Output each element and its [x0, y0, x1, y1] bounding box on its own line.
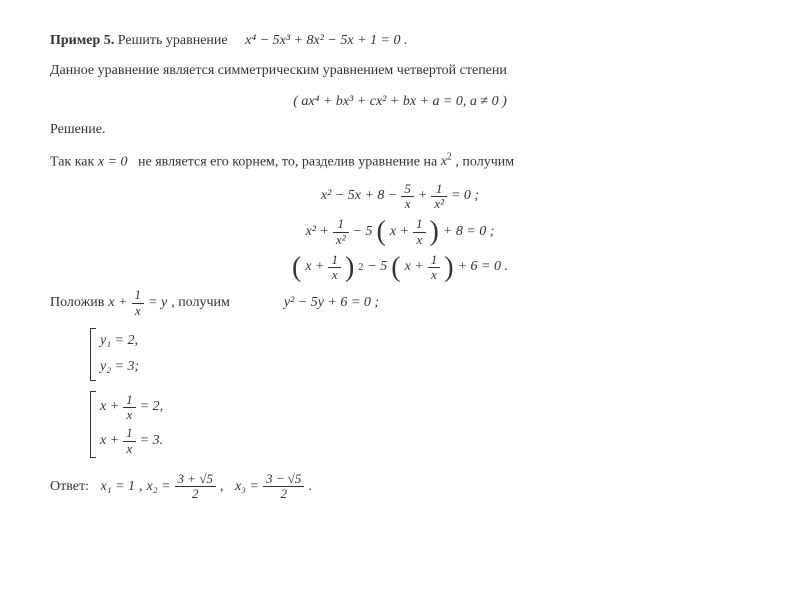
since-line: Так как x = 0 не является его корнем, то… — [50, 150, 750, 174]
system-row: y₁ = 2, — [100, 328, 139, 354]
eq1-frac2: 1 x² — [431, 182, 447, 212]
sep: , — [139, 476, 143, 498]
s2-frac2: 1 x — [123, 426, 136, 456]
rparen-icon: ) — [430, 218, 439, 246]
ans-x2-frac: 3 + √5 2 — [175, 472, 216, 502]
eq3-mid: − 5 — [367, 256, 387, 278]
ans-x3-frac: 3 − √5 2 — [263, 472, 304, 502]
put-eq-post: = y — [148, 292, 167, 314]
eq2-pre: x² + — [306, 221, 329, 243]
since-text-2: не является его корнем, то, разделив ура… — [138, 154, 437, 169]
equation-1: x² − 5x + 8 − 5 x + 1 x² = 0 ; — [50, 182, 750, 212]
ans-end: . — [308, 476, 312, 498]
ans-x2-pre: x₂ = — [147, 476, 171, 498]
eq3-post: + 6 = 0 . — [458, 256, 508, 278]
eq2-post: + 8 = 0 ; — [443, 221, 495, 243]
bracket-icon — [90, 391, 96, 458]
s2-frac1: 1 x — [123, 393, 136, 423]
system-1: y₁ = 2, y₂ = 3; — [90, 328, 750, 381]
system-row: x + 1 x = 3. — [100, 424, 163, 458]
solution-label: Решение. — [50, 119, 750, 141]
eq2-frac1: 1 x² — [333, 217, 349, 247]
eq1-pre: x² − 5x + 8 − — [321, 185, 397, 207]
description: Данное уравнение является симметрическим… — [50, 60, 750, 82]
eq1-post: = 0 ; — [451, 185, 479, 207]
ans-x1: x₁ = 1 — [100, 476, 135, 498]
eq2-inner-pre: x + — [390, 221, 409, 243]
put-eq-pre: x + — [108, 292, 127, 314]
answer-label: Ответ: — [50, 476, 89, 498]
equation-3: ( x + 1 x ) 2 − 5 ( x + 1 x ) + 6 = 0 . — [50, 253, 750, 283]
put-frac: 1 x — [132, 288, 145, 318]
sep: , — [220, 476, 224, 498]
system-1-content: y₁ = 2, y₂ = 3; — [100, 328, 139, 381]
eq3-frac1: 1 x — [328, 253, 341, 283]
eq2-mid: − 5 — [353, 221, 373, 243]
system-2-content: x + 1 x = 2, x + 1 x = 3. — [100, 391, 163, 458]
main-equation: x⁴ − 5x³ + 8x² − 5x + 1 = 0 . — [245, 33, 407, 48]
put-after: , получим — [171, 292, 230, 314]
eq2-inner-frac: 1 x — [413, 217, 426, 247]
substitution-line: Положив x + 1 x = y , получим y² − 5y + … — [50, 288, 750, 318]
answer-line: Ответ: x₁ = 1 , x₂ = 3 + √5 2 , x₃ = 3 −… — [50, 472, 750, 502]
eq1-frac1: 5 x — [401, 182, 414, 212]
system-row: y₂ = 3; — [100, 354, 139, 380]
since-eq: x = 0 — [98, 154, 128, 169]
rparen-icon: ) — [444, 254, 453, 282]
system-2: x + 1 x = 2, x + 1 x = 3. — [90, 391, 750, 458]
example-action: Решить уравнение — [118, 33, 228, 48]
eq3-inner2-pre: x + — [405, 256, 424, 278]
bracket-icon — [90, 328, 96, 381]
y-equation: y² − 5y + 6 = 0 ; — [284, 292, 379, 314]
x-squared: x2 — [441, 154, 452, 169]
lparen-icon: ( — [377, 218, 386, 246]
eq3-inner1-pre: x + — [305, 256, 324, 278]
general-form: ( ax⁴ + bx³ + cx² + bx + a = 0, a ≠ 0 ) — [50, 91, 750, 113]
eq3-frac2: 1 x — [428, 253, 441, 283]
put-label: Положив — [50, 292, 104, 314]
system-row: x + 1 x = 2, — [100, 391, 163, 425]
since-text-1: Так как — [50, 154, 94, 169]
example-label: Пример 5. — [50, 33, 114, 48]
eq1-mid: + — [418, 185, 427, 207]
ans-x3-pre: x₃ = — [235, 476, 259, 498]
lparen-icon: ( — [292, 254, 301, 282]
example-title: Пример 5. Решить уравнение x⁴ − 5x³ + 8x… — [50, 30, 750, 52]
squared-exponent: 2 — [358, 260, 363, 276]
lparen-icon: ( — [391, 254, 400, 282]
rparen-icon: ) — [345, 254, 354, 282]
since-text-3: , получим — [455, 154, 514, 169]
equation-2: x² + 1 x² − 5 ( x + 1 x ) + 8 = 0 ; — [50, 217, 750, 247]
